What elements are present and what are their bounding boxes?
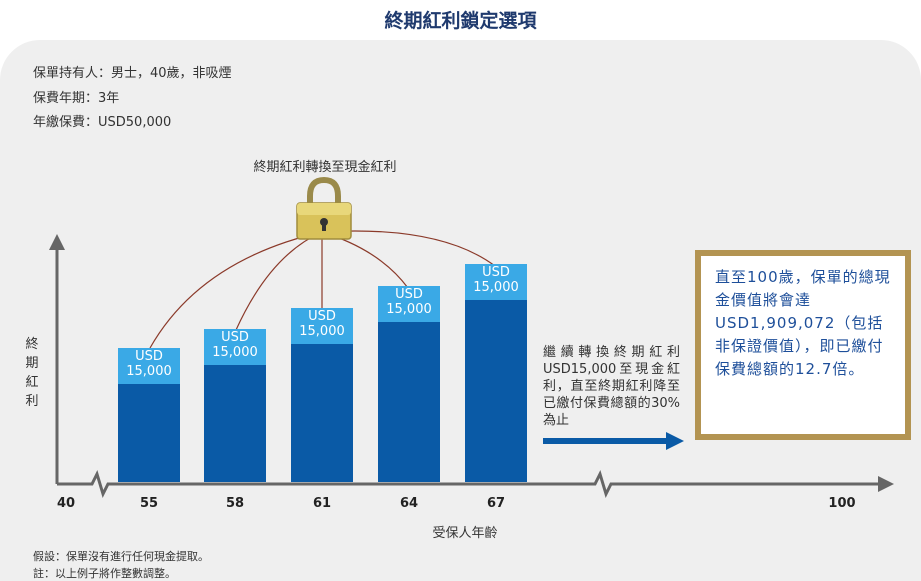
bar-61-top: USD 15,000 [291,308,353,344]
bar-67-top: USD 15,000 [465,264,527,300]
bar-55-amount: 15,000 [126,364,172,379]
x-tick-61: 61 [312,496,332,511]
y-axis-arrow-icon [49,234,65,250]
arrow-right-icon [543,432,684,450]
x-axis-arrow-icon [878,476,894,492]
x-axis-label: 受保人年齡 [432,526,498,541]
info-premium: 年繳保費：USD50,000 [33,115,172,130]
bar-58-top: USD 15,000 [204,329,266,365]
bar-58-currency: USD [221,330,249,345]
footnote-assumption: 假設：保單沒有進行任何現金提取。 [33,550,209,563]
x-axis-segment-1 [57,469,880,499]
bar-55-currency: USD [135,349,163,364]
bar-61-amount: 15,000 [299,324,345,339]
info-term: 保費年期：3年 [33,91,120,106]
bar-67-currency: USD [482,265,510,280]
highlight-box-text: 直至100歲，保單的總現金價值將會達USD1,909,072（包括非保證價值），… [701,256,905,434]
x-tick-58: 58 [225,496,245,511]
padlock-icon [296,176,352,240]
x-tick-100: 100 [828,496,856,511]
x-tick-55: 55 [139,496,159,511]
footnote-note: 註：以上例子將作整數調整。 [33,567,176,580]
bar-67-total [465,264,527,482]
bar-58-amount: 15,000 [212,345,258,360]
x-tick-40: 40 [56,496,76,511]
bar-67-amount: 15,000 [473,280,519,295]
info-holder: 保單持有人：男士，40歲，非吸煙 [33,66,232,81]
x-tick-64: 64 [399,496,419,511]
arc-to-55 [149,231,323,349]
page-title: 終期紅利鎖定選項 [384,10,537,32]
bar-61-currency: USD [308,309,336,324]
bar-55-top: USD 15,000 [118,348,180,384]
x-tick-67: 67 [486,496,506,511]
bar-64-top: USD 15,000 [378,286,440,322]
highlight-box: 直至100歲，保單的總現金價值將會達USD1,909,072（包括非保證價值），… [695,250,911,440]
lock-label: 終期紅利轉換至現金紅利 [253,160,397,175]
arc-to-64 [321,231,409,289]
bar-64-currency: USD [395,287,423,302]
bar-64-amount: 15,000 [386,302,432,317]
continue-note: 繼續轉換終期紅利USD15,000至現金紅利，直至終期紅利降至已繳付保費總額的3… [543,345,680,428]
y-axis-label: 終期紅利 [25,337,39,409]
